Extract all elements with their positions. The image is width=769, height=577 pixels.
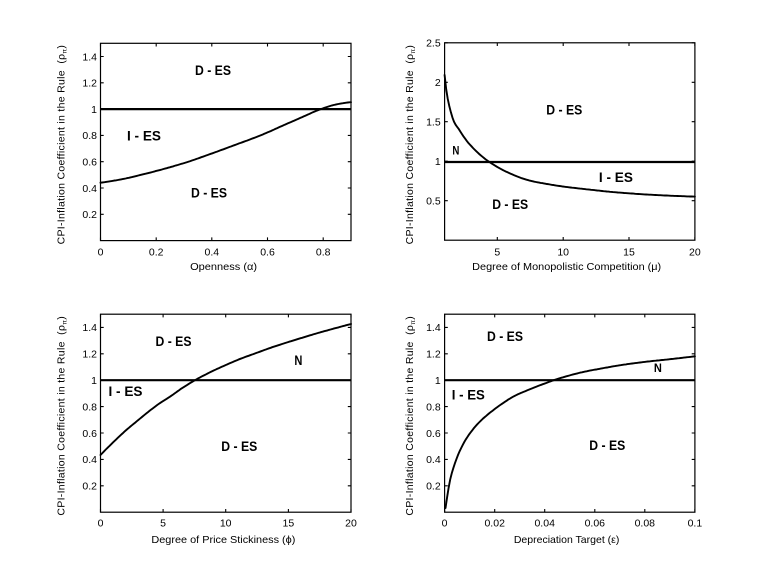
svg-text:0.2: 0.2 <box>149 247 164 259</box>
svg-text:0.1: 0.1 <box>688 518 703 530</box>
svg-text:CPI-Inflation Coefficient in t: CPI-Inflation Coefficient in the Rule (ρ… <box>55 316 68 516</box>
svg-text:0.2: 0.2 <box>82 209 97 221</box>
svg-text:0.8: 0.8 <box>82 401 97 413</box>
svg-text:1.4: 1.4 <box>82 51 97 63</box>
svg-text:CPI-Inflation Coefficient in t: CPI-Inflation Coefficient in the Rule (ρ… <box>404 316 417 516</box>
svg-text:D - ES: D - ES <box>589 438 625 453</box>
svg-text:0.6: 0.6 <box>426 428 441 440</box>
svg-text:0.8: 0.8 <box>82 130 97 142</box>
svg-text:1.5: 1.5 <box>426 117 441 129</box>
svg-text:0.4: 0.4 <box>82 183 97 195</box>
svg-text:15: 15 <box>623 247 635 259</box>
svg-text:0.5: 0.5 <box>426 196 441 208</box>
svg-text:0.4: 0.4 <box>204 247 219 259</box>
svg-text:0.4: 0.4 <box>82 454 97 466</box>
svg-text:CPI-Inflation Coefficient in t: CPI-Inflation Coefficient in the Rule (ρ… <box>55 45 68 245</box>
svg-text:I - ES: I - ES <box>127 129 161 144</box>
svg-text:D - ES: D - ES <box>221 439 257 454</box>
svg-text:0.2: 0.2 <box>82 481 97 493</box>
svg-text:0: 0 <box>98 247 104 259</box>
svg-text:D - ES: D - ES <box>487 329 523 344</box>
svg-text:0.02: 0.02 <box>484 518 505 530</box>
svg-text:Degree of Price Stickiness (ϕ): Degree of Price Stickiness (ϕ) <box>151 534 295 546</box>
svg-text:0.6: 0.6 <box>82 428 97 440</box>
svg-text:D - ES: D - ES <box>492 197 528 212</box>
svg-text:0.8: 0.8 <box>426 401 441 413</box>
svg-text:I - ES: I - ES <box>452 388 485 403</box>
svg-text:1.2: 1.2 <box>82 349 97 361</box>
svg-text:0.8: 0.8 <box>316 247 331 259</box>
svg-text:1.4: 1.4 <box>82 322 97 334</box>
svg-text:10: 10 <box>220 518 232 530</box>
svg-text:0.4: 0.4 <box>426 454 441 466</box>
svg-text:D - ES: D - ES <box>191 186 227 201</box>
svg-text:1: 1 <box>91 375 97 387</box>
svg-text:CPI-Inflation Coefficient in t: CPI-Inflation Coefficient in the Rule (ρ… <box>404 45 417 245</box>
svg-text:0: 0 <box>98 518 104 530</box>
svg-text:0.06: 0.06 <box>585 518 606 530</box>
svg-text:10: 10 <box>557 247 569 259</box>
svg-text:5: 5 <box>494 247 500 259</box>
svg-text:5: 5 <box>160 518 166 530</box>
svg-text:20: 20 <box>689 247 701 259</box>
svg-text:2.5: 2.5 <box>426 38 441 50</box>
svg-text:Depreciation Target (ε): Depreciation Target (ε) <box>514 534 620 546</box>
svg-text:1: 1 <box>91 104 97 116</box>
svg-text:0: 0 <box>442 518 448 530</box>
svg-text:1: 1 <box>435 156 441 168</box>
svg-text:N: N <box>294 353 302 368</box>
svg-text:1.2: 1.2 <box>82 78 97 90</box>
svg-text:Degree of Monopolistic Competi: Degree of Monopolistic Competition (μ) <box>472 261 661 273</box>
svg-text:D - ES: D - ES <box>156 334 192 349</box>
svg-text:1: 1 <box>435 375 441 387</box>
svg-text:0.2: 0.2 <box>426 481 441 493</box>
svg-text:N: N <box>654 361 662 375</box>
svg-text:0.6: 0.6 <box>260 247 275 259</box>
svg-text:D - ES: D - ES <box>546 103 582 118</box>
svg-text:0.08: 0.08 <box>635 518 656 530</box>
svg-text:N: N <box>452 144 459 158</box>
svg-text:Openness (α): Openness (α) <box>190 261 257 273</box>
svg-text:1.2: 1.2 <box>426 349 441 361</box>
svg-text:15: 15 <box>283 518 295 530</box>
svg-text:2: 2 <box>435 77 441 89</box>
svg-text:0.6: 0.6 <box>82 157 97 169</box>
svg-text:D - ES: D - ES <box>195 63 231 78</box>
svg-text:1.4: 1.4 <box>426 322 441 334</box>
svg-text:I - ES: I - ES <box>109 384 143 399</box>
svg-text:20: 20 <box>345 518 357 530</box>
svg-text:0.04: 0.04 <box>534 518 555 530</box>
svg-text:I - ES: I - ES <box>599 170 633 185</box>
